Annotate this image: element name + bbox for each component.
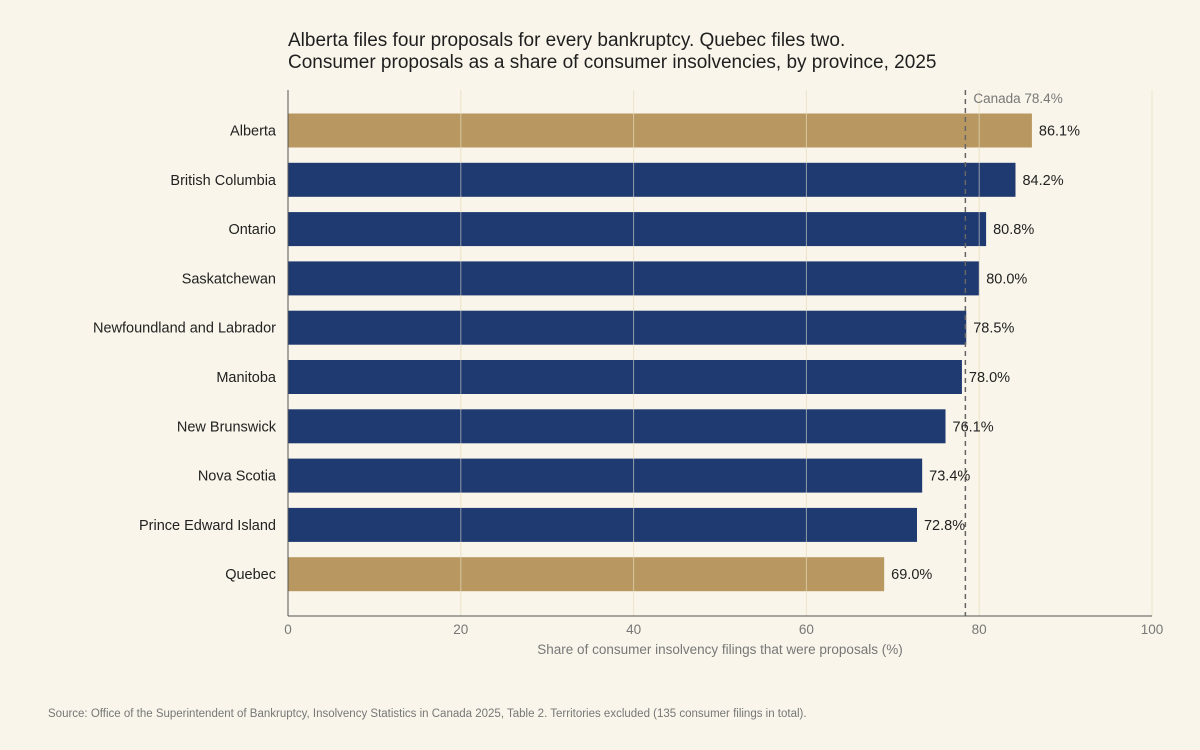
x-tick-label: 20	[453, 622, 468, 637]
value-label: 84.2%	[1022, 173, 1063, 189]
x-tick-label: 40	[626, 622, 641, 637]
value-label: 69.0%	[891, 567, 932, 583]
bars	[288, 90, 1153, 616]
category-label: Prince Edward Island	[139, 518, 276, 534]
bar-new-brunswick	[288, 409, 946, 444]
x-axis-title: Share of consumer insolvency filings tha…	[537, 642, 902, 657]
category-label: New Brunswick	[177, 419, 277, 435]
x-tick-label: 60	[799, 622, 814, 637]
bar-british-columbia	[288, 162, 1016, 197]
bar-quebec	[288, 557, 885, 592]
category-label: Manitoba	[216, 370, 277, 386]
value-label: 86.1%	[1039, 124, 1080, 140]
value-label: 76.1%	[953, 419, 994, 435]
bar-prince-edward-island	[288, 507, 917, 542]
category-label: Saskatchewan	[182, 271, 276, 287]
x-tick-label: 0	[284, 622, 292, 637]
canada-reference-label: Canada 78.4%	[973, 91, 1062, 106]
bar-ontario	[288, 212, 987, 247]
bar-alberta	[288, 113, 1032, 148]
source-note: Source: Office of the Superintendent of …	[48, 708, 807, 720]
value-label: 80.0%	[986, 271, 1027, 287]
chart-title: Alberta files four proposals for every b…	[288, 30, 845, 51]
category-label: British Columbia	[170, 173, 276, 189]
category-label: Ontario	[228, 222, 276, 238]
category-label: Nova Scotia	[198, 469, 277, 485]
bar-manitoba	[288, 360, 962, 394]
chart-subtitle: Consumer proposals as a share of consume…	[288, 52, 936, 73]
value-label: 72.8%	[924, 518, 965, 534]
value-label: 73.4%	[929, 469, 970, 485]
axes	[287, 90, 1152, 617]
value-label: 78.0%	[969, 370, 1010, 386]
x-tick-label: 100	[1141, 622, 1164, 637]
bar-newfoundland-and-labrador	[288, 310, 967, 345]
x-tick-label: 80	[972, 622, 987, 637]
value-label: 80.8%	[993, 222, 1034, 238]
category-label: Quebec	[225, 567, 276, 583]
value-label: 78.5%	[973, 321, 1014, 337]
category-label: Alberta	[230, 124, 277, 140]
category-label: Newfoundland and Labrador	[93, 321, 276, 337]
labels: 0 20 40 60 80 100 Alberta 86.1% British Columbia…	[93, 91, 1163, 637]
bar-nova-scotia	[288, 458, 923, 493]
